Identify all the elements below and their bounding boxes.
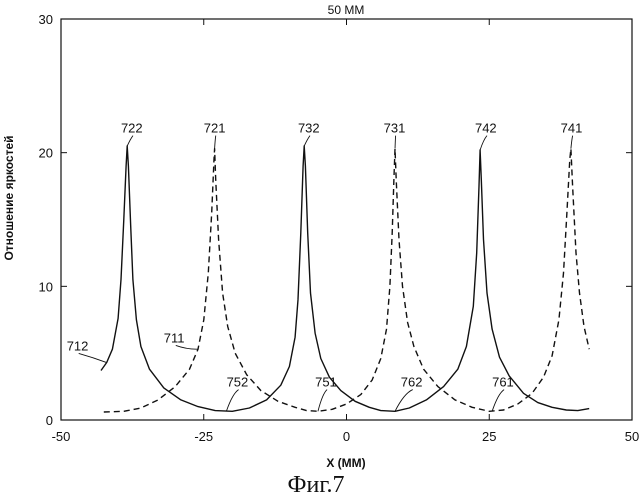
annotation-leader: [227, 390, 239, 411]
x-tick-label: 25: [482, 429, 496, 444]
annotation-leader: [492, 390, 504, 412]
x-tick-label: -25: [194, 429, 213, 444]
annotation-leader: [318, 390, 327, 412]
annotation-leader: [127, 136, 133, 146]
x-tick-label: 50: [625, 429, 639, 444]
annotation-label: 741: [561, 121, 583, 136]
annotation-leader: [304, 136, 310, 146]
annotation-leader: [215, 136, 216, 149]
annotation-leader: [395, 136, 396, 149]
y-tick-label: 0: [46, 413, 53, 428]
dashed-series-line: [104, 149, 589, 412]
y-tick-label: 20: [39, 146, 53, 161]
annotation-leader: [176, 345, 198, 349]
solid-series-line: [101, 146, 589, 411]
x-axis: -50 -25 0 25 50: [52, 19, 640, 444]
y-axis-title: Отношение яркостей: [2, 135, 16, 260]
chart-title: 50 MM: [328, 3, 365, 17]
y-tick-label: 30: [39, 12, 53, 27]
figure-caption: Фиг.7: [288, 472, 345, 498]
series-layer: [101, 146, 589, 412]
annotation-leader: [571, 136, 573, 149]
annotation-label: 722: [121, 121, 143, 136]
y-tick-label: 10: [39, 279, 53, 294]
annotation-label: 721: [204, 121, 226, 136]
annotation-label: 752: [227, 375, 249, 390]
annotation-label: 742: [475, 121, 497, 136]
x-axis-title: X (MM): [326, 456, 365, 470]
annotation-leader: [480, 136, 487, 150]
annotation-label: 762: [401, 375, 423, 390]
annotation-label: 761: [492, 375, 514, 390]
annotation-label: 731: [384, 121, 406, 136]
annotation-label: 711: [164, 330, 185, 345]
x-tick-label: -50: [52, 429, 71, 444]
y-axis: 0 10 20 30: [39, 12, 632, 428]
annotation-label: 712: [67, 338, 89, 353]
annotation-leader: [79, 353, 107, 362]
annotation-label: 732: [298, 121, 320, 136]
x-tick-label: 0: [343, 429, 350, 444]
annotation-label: 751: [315, 375, 337, 390]
